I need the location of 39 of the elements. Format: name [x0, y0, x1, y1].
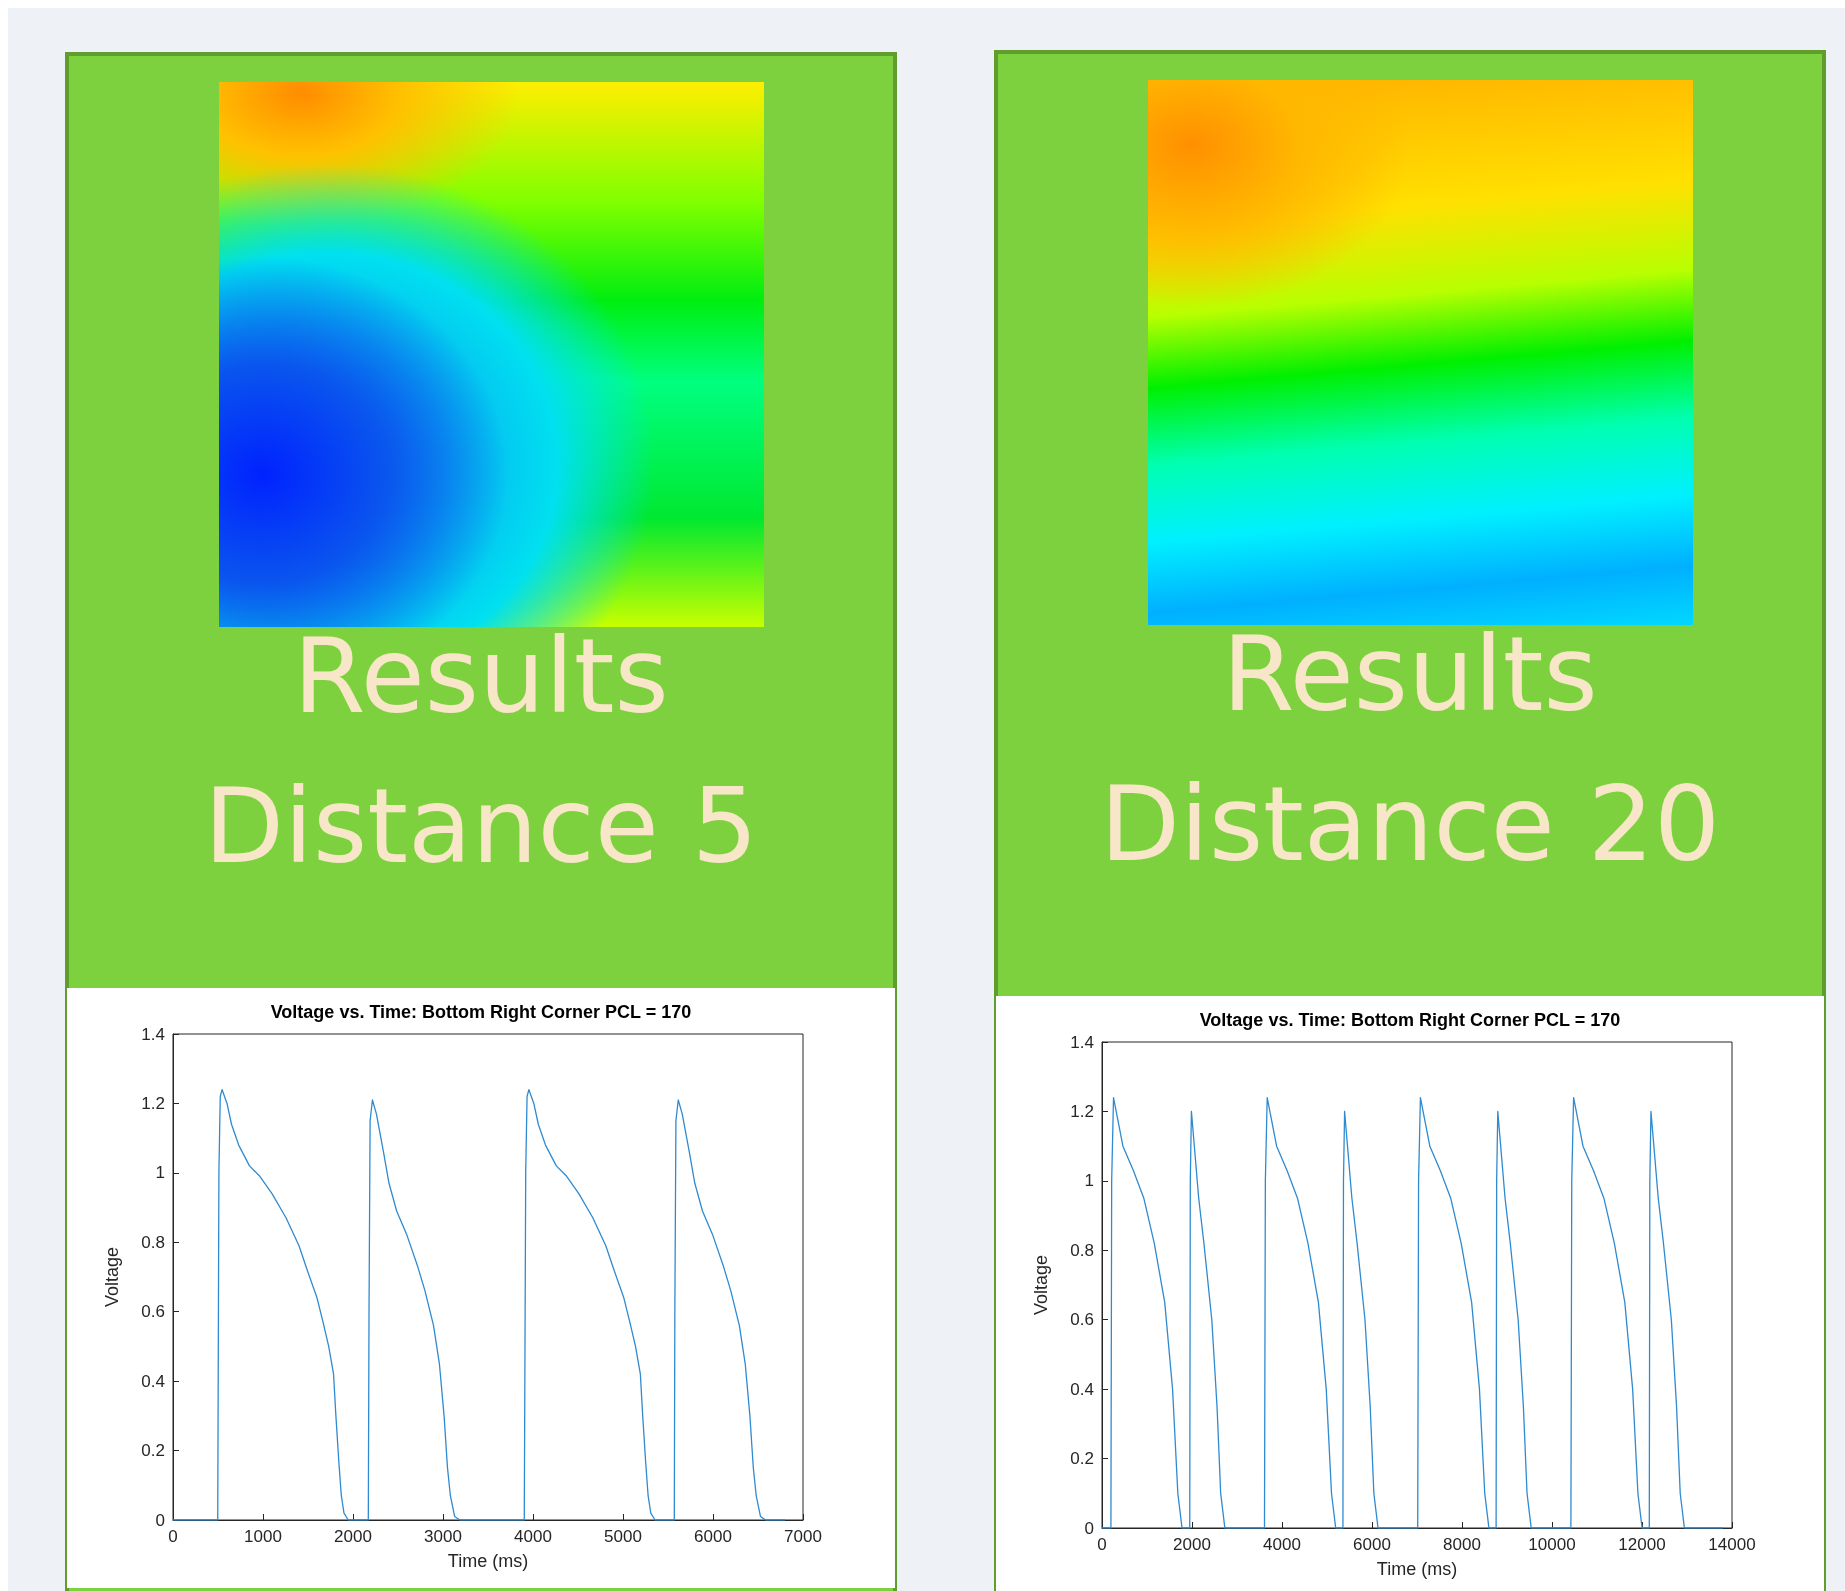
y-tick-label: 0: [155, 1510, 165, 1530]
x-tick-label: 10000: [1528, 1535, 1576, 1554]
y-tick-label: 0.6: [1070, 1310, 1094, 1330]
x-tick-label: 0: [1097, 1535, 1107, 1554]
x-tick-label: 8000: [1443, 1535, 1481, 1554]
chart-subtitle: Voltage vs. Time: Bottom Right Corner PCL = 170: [270, 1002, 692, 1022]
y-axis-title: Voltage: [1031, 1254, 1051, 1316]
y-tick-label: 0.4: [141, 1371, 165, 1391]
y-tick-label: 0.2: [141, 1441, 165, 1461]
y-tick-label: 0.8: [141, 1232, 165, 1252]
y-tick-label: 1.2: [1070, 1101, 1094, 1121]
x-axis-title: Time (ms): [447, 1551, 529, 1571]
x-tick-label: 7000: [784, 1527, 822, 1546]
x-tick-label: 4000: [1263, 1535, 1301, 1554]
y-tick-label: 1.2: [141, 1093, 165, 1113]
y-tick-label: 0.8: [1070, 1240, 1094, 1260]
x-tick-label: 5000: [604, 1527, 642, 1546]
chart-subtitle: Voltage vs. Time: Bottom Right Corner PCL = 170: [1199, 1010, 1621, 1030]
y-tick-label: 1.4: [1070, 1032, 1094, 1052]
x-tick-label: 6000: [694, 1527, 732, 1546]
x-tick-label: 3000: [424, 1527, 462, 1546]
y-tick-label: 1: [1084, 1171, 1094, 1191]
x-tick-label: 6000: [1353, 1535, 1391, 1554]
y-tick-label: 0.6: [141, 1302, 165, 1322]
y-tick-label: 1.4: [141, 1024, 165, 1044]
y-tick-label: 0.4: [1070, 1379, 1094, 1399]
x-tick-label: 2000: [334, 1527, 372, 1546]
x-tick-label: 2000: [1173, 1535, 1211, 1554]
x-tick-label: 1000: [244, 1527, 282, 1546]
x-tick-label: 4000: [514, 1527, 552, 1546]
x-tick-label: 0: [168, 1527, 178, 1546]
x-axis-title: Time (ms): [1376, 1559, 1458, 1579]
chart-title: Results Distance 5: [203, 614, 759, 889]
y-tick-label: 1: [155, 1163, 165, 1183]
x-tick-label: 12000: [1618, 1535, 1666, 1554]
x-tick-label: 14000: [1708, 1535, 1756, 1554]
y-axis-title: Voltage: [102, 1246, 122, 1308]
chart-title: Results Distance 20: [1098, 612, 1722, 887]
y-tick-label: 0.2: [1070, 1449, 1094, 1469]
